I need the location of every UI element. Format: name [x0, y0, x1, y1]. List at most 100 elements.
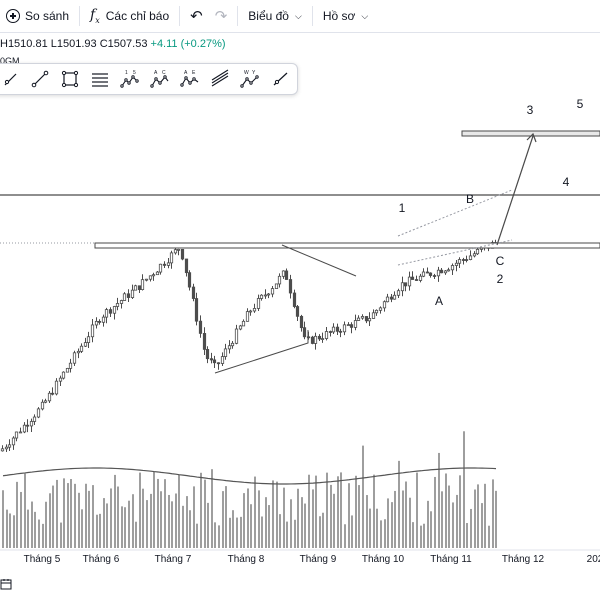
candle-body: [104, 309, 109, 318]
candle-body: [43, 400, 48, 403]
wave-label-4: 4: [563, 175, 570, 189]
chart-menu-label: Biểu đồ: [248, 9, 289, 23]
indicators-button[interactable]: fx Các chỉ báo: [84, 0, 175, 32]
candle-body: [126, 293, 131, 298]
candle-body: [436, 269, 441, 277]
volume-bar: [286, 521, 288, 548]
volume-bar: [297, 488, 299, 548]
volume-bar: [31, 501, 33, 548]
volume-bar: [96, 514, 98, 548]
toolbar-divider: [79, 6, 81, 26]
ohlc-close: C1507.53: [99, 38, 148, 50]
chart-menu-button[interactable]: Biểu đồ ⌵: [242, 0, 308, 32]
candle-body: [432, 275, 437, 277]
candle-body: [68, 362, 73, 369]
compare-button[interactable]: So sánh: [0, 0, 75, 32]
volume-bar: [164, 479, 166, 548]
tool-rectangle[interactable]: [55, 64, 85, 94]
volume-bar: [279, 514, 281, 548]
volume-bar: [448, 485, 450, 548]
volume-bar: [290, 499, 292, 548]
candle-body: [421, 271, 426, 277]
candle-body: [180, 248, 185, 260]
candle-body: [284, 270, 289, 280]
tool-ray[interactable]: [265, 64, 295, 94]
candle-body: [4, 446, 9, 450]
tool-elliott-triangle[interactable]: A E: [175, 64, 205, 94]
ohlc-legend: H1510.81 L1501.93 C1507.53 +4.11 (+0.27%…: [0, 38, 226, 50]
triangle-upper-line: [281, 244, 357, 277]
tool-trend-line[interactable]: [25, 64, 55, 94]
redo-icon: ↷: [214, 8, 228, 25]
calendar-icon[interactable]: [0, 578, 12, 590]
chart-canvas[interactable]: Tháng 5 Tháng 6 Tháng 7 Tháng 8 Tháng 9 Tháng…: [0, 33, 600, 600]
candle-body: [392, 294, 397, 300]
wave-label-b: B: [466, 192, 474, 206]
volume-bar: [387, 498, 389, 548]
candle-body: [205, 349, 210, 360]
undo-button[interactable]: ↶: [184, 0, 209, 32]
candle-body: [454, 262, 459, 266]
x-tick-label: Tháng 5: [24, 554, 61, 565]
candle-body: [461, 259, 466, 261]
candle-body: [151, 274, 156, 277]
volume-bar: [110, 488, 112, 548]
candle-body: [58, 377, 63, 382]
wave-label-2: 2: [497, 272, 504, 286]
volume-bar: [60, 522, 62, 548]
toolbar-divider: [179, 6, 181, 26]
volume-bar: [492, 479, 494, 548]
volume-bar: [24, 473, 26, 548]
volume-bar: [142, 488, 144, 548]
volume-bar: [412, 522, 414, 548]
candle-body: [108, 309, 113, 314]
candle-body: [248, 310, 253, 313]
volume-bar: [463, 431, 465, 548]
redo-button[interactable]: ↷: [209, 0, 234, 32]
tool-fib-retracement[interactable]: [85, 64, 115, 94]
x-tick-label: Tháng 8: [228, 554, 265, 565]
volume-bar: [222, 491, 224, 548]
resistance-band: [94, 242, 600, 249]
volume-bar: [373, 474, 375, 548]
x-tick-label: Tháng 12: [502, 554, 545, 565]
volume-bar: [477, 484, 479, 548]
volume-bar: [258, 490, 260, 548]
candle-body: [47, 392, 52, 402]
candle-body: [277, 275, 282, 285]
candle-body: [148, 275, 153, 280]
x-tick-label: Tháng 9: [300, 554, 337, 565]
volume-bar: [434, 476, 436, 548]
tool-elliott-double-combo[interactable]: W Y: [235, 64, 265, 94]
volume-bar: [427, 500, 429, 548]
compare-label: So sánh: [25, 9, 70, 23]
candle-body: [371, 312, 376, 319]
volume-bar: [49, 493, 51, 548]
profile-menu-button[interactable]: Hồ sơ ⌵: [317, 0, 374, 32]
tool-pitchfork[interactable]: [205, 64, 235, 94]
candle-body: [32, 416, 37, 422]
volume-bar: [182, 505, 184, 548]
candle-body: [230, 342, 235, 347]
tool-parallel-channel[interactable]: [0, 64, 25, 94]
tool-elliott-impulse[interactable]: 1 5: [115, 64, 145, 94]
tool-elliott-correction[interactable]: A C: [145, 64, 175, 94]
indicators-label: Các chỉ báo: [105, 9, 170, 23]
volume-bar: [366, 495, 368, 548]
volume-bar: [362, 445, 364, 548]
svg-text:E: E: [192, 70, 196, 76]
volume-bar: [229, 517, 231, 548]
volume-bar: [326, 472, 328, 548]
candle-body: [227, 345, 232, 350]
volume-bar: [333, 493, 335, 548]
candle-body: [90, 324, 95, 338]
volume-bar: [9, 513, 11, 548]
candle-body: [216, 362, 221, 365]
volume-bar: [178, 474, 180, 548]
candle-body: [0, 448, 5, 452]
volume-bar: [204, 479, 206, 548]
candle-body: [317, 335, 322, 340]
candle-body: [349, 324, 354, 328]
volume-bar: [243, 493, 245, 548]
candle-body: [119, 300, 124, 304]
